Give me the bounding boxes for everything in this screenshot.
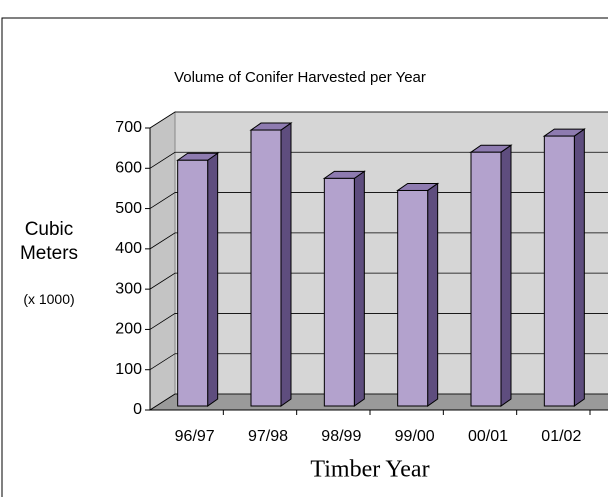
bar-front bbox=[323, 177, 355, 407]
y-tick-label: 600 bbox=[115, 160, 142, 177]
x-tick-label: 98/99 bbox=[321, 428, 361, 445]
grid-line bbox=[149, 111, 608, 129]
bar-front bbox=[177, 159, 209, 407]
y-tick-label: 100 bbox=[115, 361, 142, 378]
bar bbox=[176, 152, 220, 407]
x-tick-label: 96/97 bbox=[175, 428, 215, 445]
y-axis-label: Cubic Meters bbox=[19, 219, 79, 264]
bar bbox=[542, 128, 586, 407]
bar-side bbox=[427, 182, 439, 407]
x-axis-label: Timber Year bbox=[310, 457, 429, 483]
floor bbox=[148, 393, 608, 411]
bar-side bbox=[207, 152, 219, 407]
y-tick-label: 0 bbox=[133, 401, 142, 418]
x-tick-label: 00/01 bbox=[468, 428, 508, 445]
y-tick-label: 300 bbox=[115, 280, 142, 297]
bar bbox=[322, 170, 366, 407]
bar bbox=[469, 144, 513, 407]
bar-front bbox=[397, 189, 429, 407]
bar bbox=[249, 122, 293, 407]
bar-side bbox=[280, 122, 292, 407]
bar-front bbox=[543, 135, 575, 407]
x-tick-label: 99/00 bbox=[395, 428, 435, 445]
bar-side bbox=[500, 144, 512, 407]
y-tick-label: 200 bbox=[115, 321, 142, 338]
y-tick-label: 400 bbox=[115, 240, 142, 257]
bar bbox=[396, 182, 440, 407]
back-wall bbox=[174, 111, 608, 395]
chart-title: Volume of Conifer Harvested per Year bbox=[174, 69, 426, 86]
x-tick-label: 97/98 bbox=[248, 428, 288, 445]
bar-front bbox=[470, 151, 502, 407]
bar-side bbox=[353, 170, 365, 407]
bar-side bbox=[573, 128, 585, 407]
y-tick-label: 500 bbox=[115, 200, 142, 217]
side-wall bbox=[149, 111, 176, 411]
y-axis-unit: (x 1000) bbox=[23, 291, 75, 307]
y-tick-label: 700 bbox=[115, 119, 142, 136]
x-tick-label: 01/02 bbox=[541, 428, 581, 445]
bar-front bbox=[250, 129, 282, 407]
